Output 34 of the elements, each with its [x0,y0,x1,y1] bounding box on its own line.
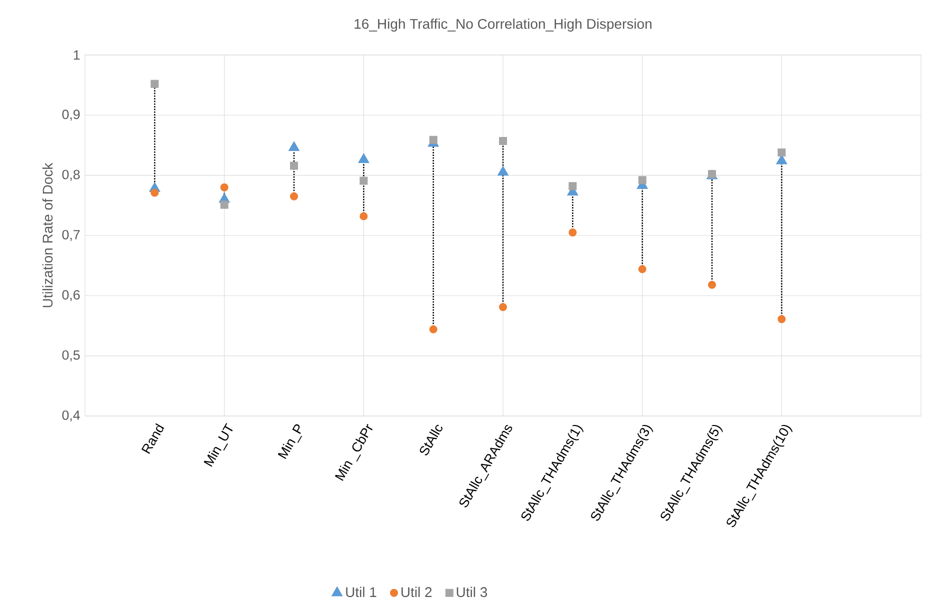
point [358,153,370,163]
y-tick-label: 0,6 [62,290,80,302]
point [220,200,228,209]
point [429,325,438,334]
point [499,302,508,311]
point [150,188,159,197]
point [497,166,509,176]
point [499,136,508,145]
y-tick-label: 1 [74,50,80,60]
point [288,141,300,151]
y-axis-title: Utilization Rate of Dock [42,162,53,308]
point [778,148,786,156]
point [150,80,159,88]
point [638,265,646,274]
point [290,162,298,170]
point [638,176,646,184]
point [360,212,368,220]
y-tick-label: 0,5 [62,350,80,362]
point [429,136,438,144]
point [568,182,577,190]
y-tick-label: 0,8 [62,170,80,181]
point [778,314,786,323]
legend-label: Util 2 [401,586,432,597]
y-tick-label: 0,7 [62,230,80,241]
y-tick-label: 0,9 [62,110,80,121]
chart-title: 16_High Traffic_No Correlation_High Dispersion [354,18,652,32]
point [290,192,298,200]
point [568,228,577,236]
legend-label: Util 3 [456,586,488,597]
point [220,183,228,192]
point [360,176,368,185]
point [708,280,716,289]
legend-label: Util 1 [346,586,376,597]
y-tick-label: 0,4 [62,410,80,422]
